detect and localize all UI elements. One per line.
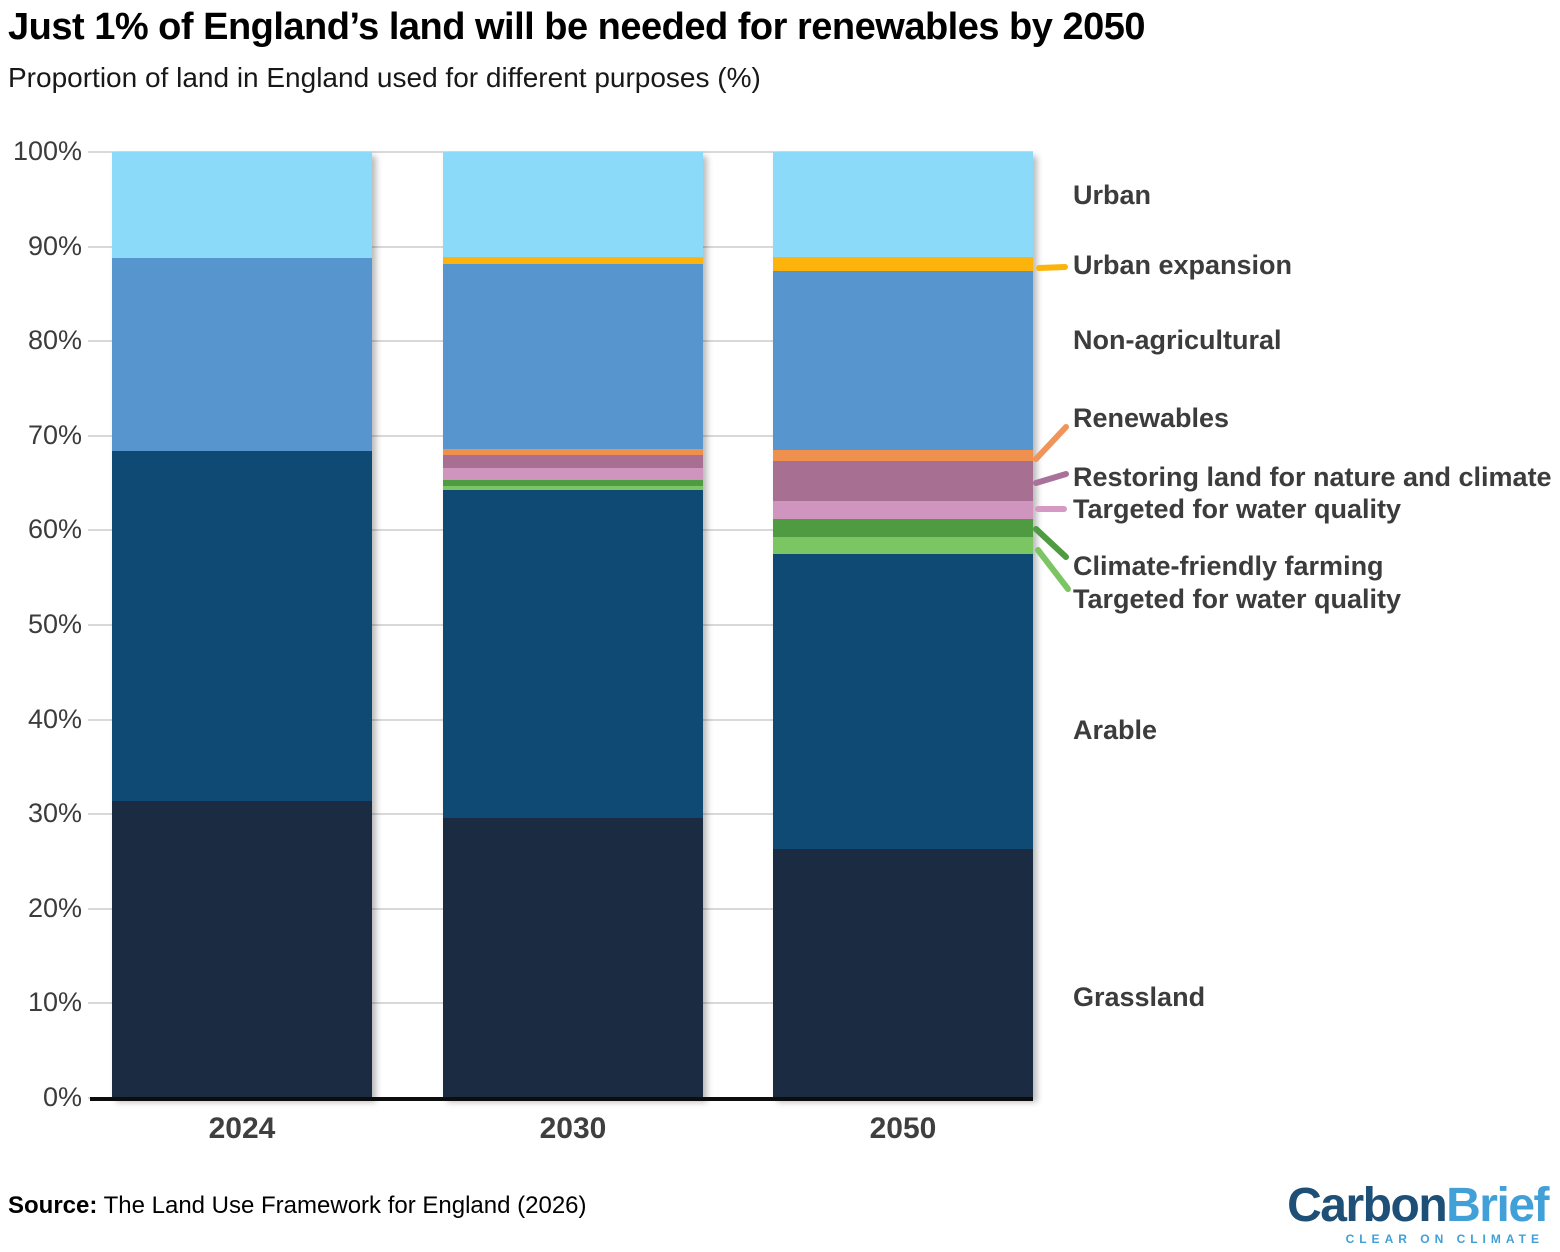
x-tick-label: 2024: [208, 1112, 276, 1145]
bar-segment: [112, 257, 372, 451]
y-tick-label: 70%: [27, 419, 82, 450]
logo-tagline: CLEAR ON CLIMATE: [1345, 1232, 1544, 1246]
bar-segment: [443, 257, 703, 264]
bar-segment: [773, 537, 1033, 555]
legend-label: Non-agricultural: [1073, 325, 1282, 355]
bar-segment: [443, 454, 703, 468]
legend-connector-line: [1036, 264, 1068, 271]
legend-label: Urban expansion: [1073, 250, 1293, 280]
legend-label: Restoring land for nature and climate: [1073, 462, 1552, 492]
y-tick-label: 10%: [27, 987, 82, 1018]
bar-segment: [773, 554, 1033, 850]
bar-segment: [443, 467, 703, 481]
y-tick-label: 0%: [42, 1082, 82, 1112]
y-tick-label: 100%: [12, 136, 82, 166]
legend-label: Climate-friendly farming: [1073, 551, 1384, 581]
bar-segment: [443, 817, 703, 1098]
legend-label: Grassland: [1073, 982, 1206, 1012]
bar-segment: [443, 480, 703, 486]
y-tick-label: 60%: [27, 514, 82, 545]
y-tick-label: 90%: [27, 230, 82, 261]
legend-connector-line: [1033, 471, 1069, 486]
source-note: Source: The Land Use Framework for Engla…: [8, 1192, 587, 1220]
bar-2030: [443, 152, 703, 1098]
bar-segment: [443, 449, 703, 455]
bar-segment: [773, 152, 1033, 257]
bar-segment: [773, 519, 1033, 538]
y-tick-label: 40%: [27, 703, 82, 734]
legend-connector-line: [1033, 424, 1069, 462]
legend-label: Targeted for water quality: [1073, 494, 1402, 524]
source-text: The Land Use Framework for England (2026…: [97, 1192, 587, 1219]
logo-carbon-text: Carbon: [1287, 1179, 1448, 1232]
bar-segment: [443, 485, 703, 490]
legend-label: Renewables: [1073, 403, 1230, 433]
bar-segment: [773, 257, 1033, 272]
legend-connector-line: [1035, 547, 1071, 592]
bar-segment: [773, 449, 1033, 462]
y-tick-label: 50%: [27, 609, 82, 639]
bar-2024: [112, 152, 372, 1098]
bar-segment: [773, 501, 1033, 520]
legend-label: Targeted for water quality: [1073, 584, 1402, 614]
chart-title: Just 1% of England’s land will be needed…: [8, 6, 1145, 48]
bar-segment: [443, 152, 703, 257]
legend-label: Urban: [1073, 180, 1152, 210]
x-tick-label: 2050: [869, 1112, 937, 1145]
chart-subtitle: Proportion of land in England used for d…: [8, 62, 761, 93]
legend-connector-line: [1033, 526, 1069, 560]
source-label: Source:: [8, 1192, 98, 1219]
bar-segment: [443, 489, 703, 818]
bar-segment: [443, 263, 703, 450]
y-tick-label: 20%: [27, 892, 82, 923]
y-tick-label: 30%: [27, 798, 82, 829]
x-tick-label: 2030: [539, 1112, 607, 1145]
carbonbrief-logo: CarbonBrief CLEAR ON CLIMATE: [1287, 1179, 1549, 1247]
bar-segment: [773, 849, 1033, 1098]
bar-segment: [112, 800, 372, 1098]
carbonbrief-wordmark: CarbonBrief: [1287, 1179, 1549, 1232]
bar-segment: [112, 450, 372, 801]
bar-segment: [773, 461, 1033, 502]
bar-2050: [773, 152, 1033, 1098]
logo-brief-text: Brief: [1446, 1179, 1549, 1232]
bar-segment: [773, 271, 1033, 450]
legend-label: Arable: [1073, 715, 1158, 745]
bar-segment: [112, 152, 372, 258]
y-tick-label: 80%: [27, 325, 82, 356]
x-axis-line: [90, 1097, 1033, 1101]
